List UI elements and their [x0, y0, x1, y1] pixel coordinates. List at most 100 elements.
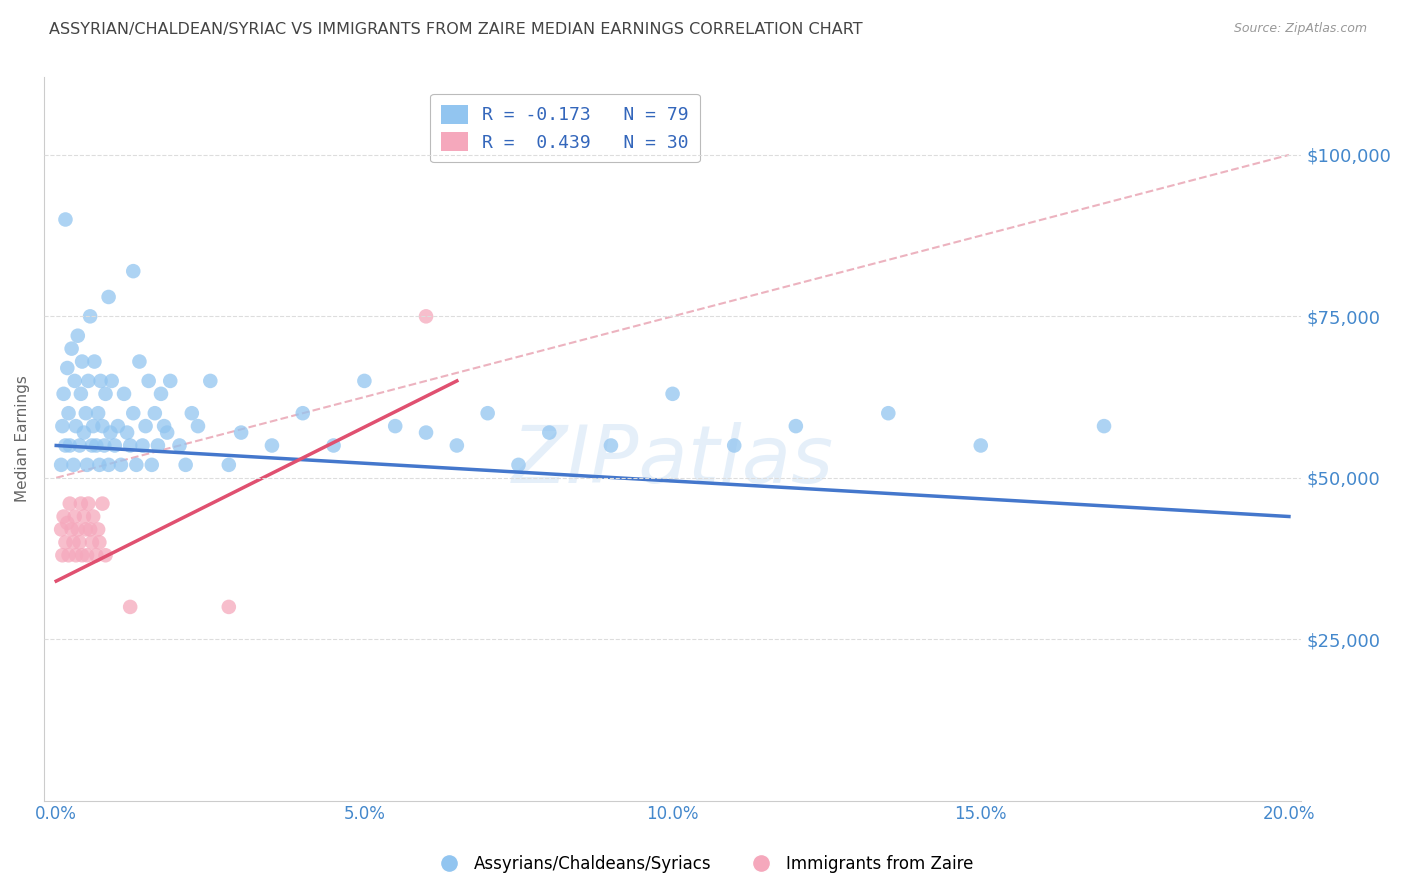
Point [76, 548, 98, 562]
Point [200, 374, 222, 388]
Point [79, 310, 101, 324]
Point [70, 548, 93, 562]
Point [877, 406, 900, 420]
Point [538, 425, 561, 440]
Point [138, 374, 160, 388]
Point [100, 425, 122, 440]
Point [51, 419, 73, 434]
Y-axis label: Median Earnings: Median Earnings [15, 376, 30, 502]
Point [63, 509, 86, 524]
Point [91, 419, 114, 434]
Point [169, 438, 191, 452]
Point [60, 523, 83, 537]
Point [56, 516, 79, 530]
Point [115, 425, 138, 440]
Point [77, 374, 100, 388]
Point [91, 497, 114, 511]
Point [66, 523, 89, 537]
Point [80, 438, 103, 452]
Point [110, 458, 132, 472]
Point [104, 438, 127, 452]
Point [52, 387, 75, 401]
Point [59, 438, 82, 452]
Point [153, 419, 176, 434]
Point [58, 548, 80, 562]
Point [55, 438, 77, 452]
Point [122, 264, 145, 278]
Point [107, 419, 129, 434]
Point [75, 523, 97, 537]
Point [82, 509, 104, 524]
Point [66, 328, 89, 343]
Point [69, 438, 91, 452]
Point [55, 535, 77, 549]
Point [415, 425, 437, 440]
Point [508, 458, 530, 472]
Point [87, 406, 110, 420]
Point [97, 458, 120, 472]
Point [159, 374, 181, 388]
Text: Source: ZipAtlas.com: Source: ZipAtlas.com [1233, 22, 1367, 36]
Point [353, 374, 375, 388]
Point [73, 425, 96, 440]
Point [77, 497, 100, 511]
Point [187, 419, 209, 434]
Point [291, 406, 314, 420]
Point [62, 458, 84, 472]
Point [52, 509, 75, 524]
Point [600, 438, 623, 452]
Point [143, 406, 166, 420]
Point [55, 212, 77, 227]
Point [80, 535, 103, 549]
Point [156, 425, 179, 440]
Point [70, 497, 93, 511]
Point [100, 374, 122, 388]
Point [446, 438, 468, 452]
Legend: R = -0.173   N = 79, R =  0.439   N = 30: R = -0.173 N = 79, R = 0.439 N = 30 [430, 94, 700, 162]
Point [90, 374, 112, 388]
Point [970, 438, 993, 452]
Point [84, 438, 107, 452]
Text: ASSYRIAN/CHALDEAN/SYRIAC VS IMMIGRANTS FROM ZAIRE MEDIAN EARNINGS CORRELATION CH: ASSYRIAN/CHALDEAN/SYRIAC VS IMMIGRANTS F… [49, 22, 863, 37]
Point [58, 406, 80, 420]
Point [82, 419, 104, 434]
Point [75, 406, 97, 420]
Point [120, 438, 142, 452]
Point [79, 523, 101, 537]
Point [322, 438, 344, 452]
Point [49, 458, 72, 472]
Point [260, 438, 283, 452]
Point [65, 419, 87, 434]
Point [135, 419, 157, 434]
Point [69, 535, 91, 549]
Point [51, 548, 73, 562]
Point [218, 599, 240, 614]
Point [73, 509, 96, 524]
Point [174, 458, 197, 472]
Point [661, 387, 683, 401]
Point [125, 458, 148, 472]
Point [93, 438, 115, 452]
Point [76, 458, 98, 472]
Point [120, 599, 142, 614]
Point [141, 458, 163, 472]
Point [70, 354, 93, 368]
Point [65, 548, 87, 562]
Point [97, 290, 120, 304]
Point [229, 425, 252, 440]
Point [70, 387, 93, 401]
Point [218, 458, 240, 472]
Text: ZIPatlas: ZIPatlas [512, 422, 834, 500]
Point [62, 535, 84, 549]
Point [112, 387, 135, 401]
Point [94, 387, 117, 401]
Point [59, 497, 82, 511]
Point [415, 310, 437, 324]
Point [49, 523, 72, 537]
Point [131, 438, 153, 452]
Point [1092, 419, 1115, 434]
Point [89, 535, 111, 549]
Point [146, 438, 169, 452]
Point [63, 374, 86, 388]
Point [83, 354, 105, 368]
